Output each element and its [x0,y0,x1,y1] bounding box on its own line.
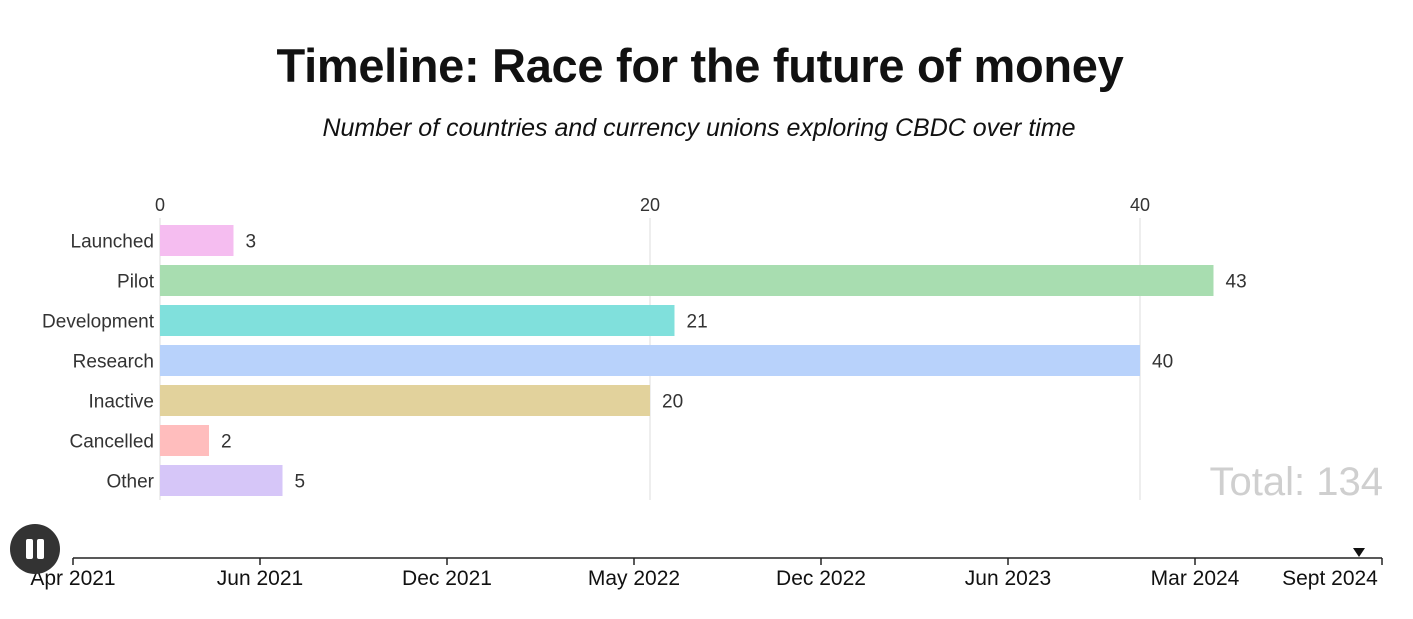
triangle-down-icon[interactable] [1353,548,1365,557]
bars [160,225,1214,496]
category-label: Launched [71,232,154,253]
timeline-label[interactable]: Apr 2021 [30,567,115,590]
bar-other [160,465,283,496]
timeline-label[interactable]: Dec 2022 [776,567,866,590]
x-tick-label: 40 [1130,195,1150,215]
value-label: 3 [246,232,257,253]
bar-inactive [160,385,650,416]
value-label: 40 [1152,352,1173,373]
category-label: Inactive [89,392,154,413]
category-label: Other [106,472,154,493]
total-label: Total: 134 [1210,460,1383,504]
chart-labels: 0 20 40 Launched 3 Pilot 43 Development 21 Resear… [42,195,1247,493]
timeline-label[interactable]: Jun 2023 [965,567,1051,590]
bar-cancelled [160,425,209,456]
x-tick-label: 20 [640,195,660,215]
category-label: Cancelled [70,432,155,453]
timeline-label[interactable]: Sept 2024 [1282,567,1378,590]
bar-launched [160,225,234,256]
chart-subtitle: Number of countries and currency unions … [322,114,1076,142]
value-label: 5 [295,472,306,493]
timeline-label[interactable]: May 2022 [588,567,680,590]
bar-pilot [160,265,1214,296]
bar-research [160,345,1140,376]
bar-development [160,305,675,336]
value-label: 20 [662,392,683,413]
value-label: 21 [687,312,708,333]
x-tick-label: 0 [155,195,165,215]
category-label: Pilot [117,272,155,293]
timeline-slider[interactable]: Apr 2021 Jun 2021 Dec 2021 May 2022 Dec 2022… [30,548,1383,590]
value-label: 43 [1226,272,1247,293]
category-label: Research [73,352,154,373]
pause-button[interactable] [10,524,60,574]
chart-title: Timeline: Race for the future of money [276,39,1124,92]
category-label: Development [42,312,155,333]
timeline-label[interactable]: Dec 2021 [402,567,492,590]
timeline-label[interactable]: Mar 2024 [1151,567,1240,590]
timeline-label[interactable]: Jun 2021 [217,567,303,590]
value-label: 2 [221,432,232,453]
